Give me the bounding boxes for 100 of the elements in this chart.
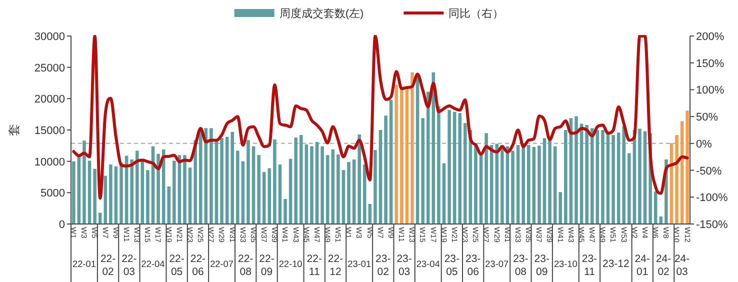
bar: [643, 131, 647, 224]
bar: [384, 116, 388, 224]
bar: [448, 110, 451, 224]
y-tick-label: 20000: [34, 94, 65, 106]
bar: [526, 145, 530, 224]
bar: [130, 159, 134, 224]
bar: [183, 155, 186, 224]
text: 22-09: [259, 253, 275, 278]
bar: [257, 155, 260, 224]
text: 23-07: [485, 259, 509, 269]
bar: [156, 154, 160, 224]
y2-tick-label: 150%: [696, 58, 724, 70]
text: 23-09: [534, 253, 550, 278]
bar: [474, 143, 478, 224]
bar: [300, 135, 303, 224]
bar: [362, 164, 366, 224]
bar: [416, 76, 420, 224]
y-tick-label: 15000: [34, 125, 65, 137]
bar: [616, 132, 620, 224]
legend-label: 同比（右）: [448, 7, 504, 20]
bar: [628, 153, 631, 224]
y-tick-label: 0: [58, 219, 65, 231]
bar: [511, 150, 514, 224]
bar: [532, 146, 536, 224]
text: 22-12: [328, 253, 344, 278]
y2-tick-label: 0%: [696, 138, 712, 150]
y2-tick-label: 200%: [696, 31, 724, 43]
bar: [246, 140, 250, 224]
bar: [146, 170, 150, 224]
text: 23-03: [396, 253, 412, 278]
bar: [252, 146, 256, 224]
bar: [458, 113, 462, 224]
bar: [638, 128, 642, 224]
legend-label: 周度成交套数(左): [279, 7, 364, 20]
bar: [320, 146, 324, 224]
y2-tick-label: 50%: [696, 112, 718, 124]
bar: [558, 192, 562, 224]
bar: [358, 134, 361, 224]
bar: [452, 112, 456, 224]
bar: [548, 140, 552, 224]
bar: [294, 138, 298, 224]
bar: [442, 163, 446, 224]
bar: [336, 154, 340, 224]
text: 23-11: [582, 253, 598, 278]
text: 24-03: [674, 253, 690, 278]
text: 23-08: [513, 253, 529, 278]
y-tick-label: 5000: [40, 188, 65, 200]
y-tick-label: 30000: [34, 31, 65, 43]
text: 22-04: [141, 259, 165, 269]
y2-tick-label: -100%: [696, 192, 728, 204]
bar: [236, 150, 240, 224]
bar: [426, 92, 430, 224]
bar: [585, 124, 588, 224]
bar: [220, 138, 224, 224]
bar: [479, 155, 483, 224]
bar: [104, 176, 108, 224]
bar: [120, 162, 123, 224]
text: 22-10: [278, 259, 302, 269]
text: 23-04: [416, 259, 440, 269]
bar: [72, 161, 76, 224]
bar: [437, 106, 440, 224]
y-tick-label: 10000: [34, 156, 65, 168]
text: 23-10: [554, 259, 578, 269]
bar: [516, 145, 520, 224]
text: 22-08: [238, 253, 254, 278]
y-tick-label: 25000: [34, 62, 65, 74]
bar: [278, 164, 282, 224]
bar: [88, 160, 92, 224]
bar: [114, 166, 118, 224]
bar: [410, 72, 414, 224]
text: 23-06: [465, 253, 482, 278]
bar: [326, 155, 330, 224]
text: 23-02: [376, 253, 392, 278]
text: 23-01: [348, 259, 372, 269]
bar: [654, 191, 658, 224]
bar: [374, 150, 377, 224]
text: 22-05: [169, 253, 185, 278]
text: 22-02: [100, 253, 116, 278]
text: 23-12: [602, 258, 630, 270]
bar: [262, 172, 266, 224]
text: 22-01: [72, 259, 96, 269]
bar: [210, 128, 213, 224]
bar: [596, 130, 600, 224]
text: 22-11: [306, 253, 322, 278]
bar: [574, 116, 578, 224]
bar: [675, 135, 678, 224]
bar: [522, 143, 525, 224]
bar: [542, 138, 546, 224]
bar: [172, 160, 176, 224]
text: 24-01: [634, 253, 650, 278]
bar: [500, 145, 504, 224]
bar: [241, 161, 245, 224]
bar: [140, 160, 144, 224]
bar: [310, 146, 314, 224]
y2-tick-label: 100%: [696, 84, 724, 97]
bar: [405, 88, 409, 224]
bar: [612, 135, 615, 224]
bar: [484, 133, 488, 224]
bar: [188, 168, 192, 224]
bar: [553, 146, 557, 224]
